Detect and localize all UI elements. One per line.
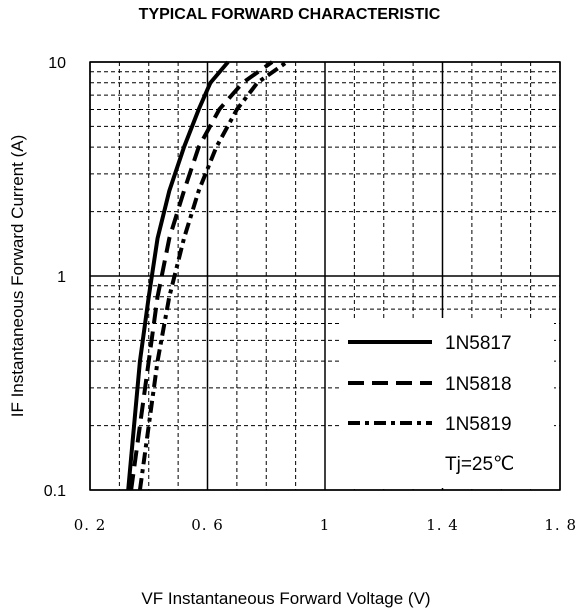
x-tick-label: 1. 8: [544, 516, 577, 534]
series-layer: [126, 60, 288, 491]
legend: 1N5817 1N5818 1N5819 Tj=25℃: [340, 318, 554, 488]
y-axis-label: IF Instantaneous Forward Current (A): [8, 135, 27, 418]
series-line-1n5819: [137, 60, 288, 491]
legend-label-1n5819: 1N5819: [445, 414, 512, 435]
tick-layer: 0. 2 0. 6 1 1. 4 1. 8 0.1 1 10: [44, 55, 577, 534]
series-line-1n5817: [126, 60, 230, 491]
y-tick-label: 1: [57, 269, 66, 286]
x-tick-label: 1. 4: [426, 516, 459, 534]
x-tick-label: 0. 2: [74, 516, 107, 534]
legend-label-1n5817: 1N5817: [445, 333, 512, 354]
x-axis-label: VF Instantaneous Forward Voltage (V): [141, 589, 430, 608]
temperature-annotation: Tj=25℃: [445, 454, 514, 475]
plot-frame: [89, 61, 561, 491]
series-line-1n5818: [129, 60, 274, 491]
chart-title: TYPICAL FORWARD CHARACTERISTIC: [138, 6, 441, 23]
legend-box: [340, 318, 554, 488]
legend-label-1n5818: 1N5818: [445, 374, 512, 395]
y-tick-label: 10: [48, 55, 66, 72]
y-tick-label: 0.1: [44, 483, 66, 500]
x-tick-label: 1: [320, 516, 331, 534]
x-tick-label: 0. 6: [191, 516, 224, 534]
